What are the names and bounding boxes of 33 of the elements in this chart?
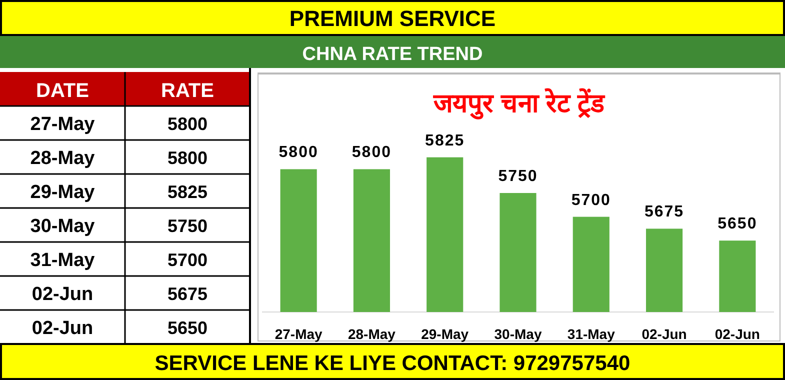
x-tick-label: 02-Jun xyxy=(714,326,760,342)
x-tick-label: 28-May xyxy=(348,326,396,342)
data-label: 5650 xyxy=(718,216,758,233)
x-tick-label: 27-May xyxy=(274,326,323,342)
category-label: 29-May xyxy=(30,182,96,203)
data-label: 5800 xyxy=(167,148,208,168)
category-label: 27-May xyxy=(30,114,96,135)
category-label: 02-Jun xyxy=(32,284,94,305)
x-tick-label: 29-May xyxy=(421,326,469,342)
category-label: 31-May xyxy=(30,250,96,271)
text: PREMIUM SERVICE xyxy=(289,6,496,31)
x-tick-label: 02-Jun xyxy=(642,326,687,342)
data-label: 5700 xyxy=(167,250,208,270)
x-tick-label: 30-May xyxy=(494,326,542,342)
data-label: 5675 xyxy=(167,284,208,304)
category-label: 30-May xyxy=(30,216,96,237)
data-label: 5700 xyxy=(571,192,611,209)
data-label: 5800 xyxy=(278,144,318,162)
chart-subtitle: CHNA RATE TREND xyxy=(302,44,483,65)
text: SERVICE LENE KE LIYE CONTACT: 9729757540 xyxy=(154,352,630,375)
x-tick-label: 31-May xyxy=(567,326,616,342)
text: जयपुर चना रेट ट्रेंड xyxy=(432,88,606,120)
data-label: 5750 xyxy=(498,168,538,185)
data-label: 5675 xyxy=(644,204,684,221)
data-label: 5800 xyxy=(167,114,208,134)
text: DATE xyxy=(36,80,89,102)
data-label: 5825 xyxy=(425,132,465,150)
data-label: 5650 xyxy=(167,318,208,338)
data-label: 5800 xyxy=(352,144,392,162)
category-label: 28-May xyxy=(30,148,96,169)
data-label: 5750 xyxy=(167,216,208,236)
text: RATE xyxy=(161,80,214,102)
data-label: 5825 xyxy=(167,182,208,202)
